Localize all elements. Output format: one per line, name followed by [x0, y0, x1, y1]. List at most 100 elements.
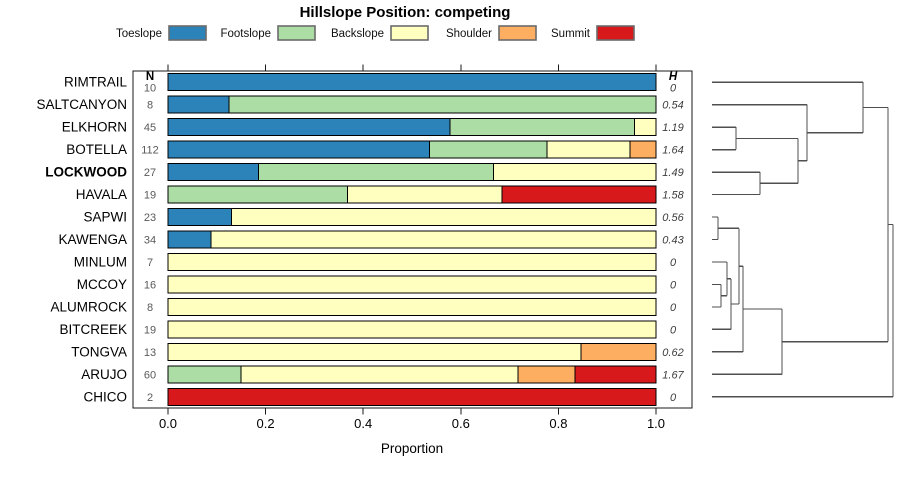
x-tick-label: 0.6: [452, 416, 470, 431]
n-value: 19: [144, 324, 156, 336]
row-label: RIMTRAIL: [64, 75, 127, 90]
h-value: 1.64: [662, 145, 683, 157]
h-value: 0: [670, 392, 677, 404]
n-value: 2: [147, 392, 153, 404]
legend: Toeslope Footslope Backslope Shoulder Su…: [116, 25, 635, 41]
x-tick-label: 0.0: [159, 416, 177, 431]
bar-segment: [257, 163, 494, 182]
bar-segment: [167, 163, 259, 182]
axis-ticks: [167, 64, 657, 415]
row-label: ARUJO: [81, 367, 127, 382]
bar-segment: [629, 140, 657, 159]
row-label: BOTELLA: [66, 142, 127, 157]
legend-label-footslope: Footslope: [220, 28, 271, 40]
bar-segment: [167, 387, 657, 406]
x-axis: 0.0 0.2 0.4 0.6 0.8 1.0 Proportion: [159, 416, 665, 456]
h-value: 0.54: [662, 100, 683, 112]
n-value: 16: [144, 279, 156, 291]
n-column-header: N: [146, 71, 154, 83]
row-label: KAWENGA: [58, 232, 127, 247]
n-value: 60: [144, 369, 156, 381]
n-value: 19: [144, 190, 156, 202]
row-label: CHICO: [84, 389, 128, 404]
legend-label-toeslope: Toeslope: [116, 28, 162, 40]
row-label: ELKHORN: [62, 120, 127, 135]
bar-segment: [546, 140, 631, 159]
x-axis-title: Proportion: [381, 441, 443, 456]
h-value: 0: [670, 257, 677, 269]
legend-swatch-shoulder: [498, 25, 537, 41]
n-value: 8: [147, 100, 153, 112]
bar-segment: [347, 185, 503, 204]
h-value: 1.58: [662, 190, 684, 202]
x-tick-label: 0.4: [354, 416, 372, 431]
bar-segment: [230, 208, 657, 227]
bars: [167, 73, 657, 406]
h-value: 1.49: [662, 167, 683, 179]
legend-swatch-toeslope: [168, 25, 207, 41]
bar-segment: [167, 320, 657, 339]
bar-segment: [167, 208, 232, 227]
row-label: BITCREEK: [59, 322, 127, 337]
legend-swatch-backslope: [390, 25, 429, 41]
row-label: MCCOY: [77, 277, 127, 292]
row-label: LOCKWOOD: [45, 165, 127, 180]
bar-segment: [167, 118, 451, 137]
bar-segment: [492, 163, 657, 182]
n-value: 27: [144, 167, 156, 179]
row-label: SALTCANYON: [36, 97, 127, 112]
n-value: 112: [141, 145, 159, 157]
n-value: 45: [144, 122, 156, 134]
legend-label-backslope: Backslope: [331, 28, 384, 40]
bar-segment: [517, 365, 576, 384]
x-tick-label: 0.2: [257, 416, 275, 431]
legend-label-summit: Summit: [551, 28, 591, 40]
bar-segment: [228, 95, 657, 114]
row-label: TONGVA: [71, 344, 127, 359]
legend-swatch-summit: [596, 25, 635, 41]
chart-title: Hillslope Position: competing: [300, 4, 511, 21]
bar-segment: [167, 275, 657, 294]
n-value: 23: [144, 212, 156, 224]
bar-segment: [167, 342, 582, 361]
n-value: 8: [147, 302, 153, 314]
bar-segment: [449, 118, 636, 137]
h-column-header: H: [669, 71, 678, 83]
h-value: 0: [670, 302, 677, 314]
bar-segment: [167, 73, 657, 92]
row-label: SAPWI: [83, 210, 127, 225]
dendrogram: [712, 81, 894, 398]
x-tick-label: 1.0: [647, 416, 665, 431]
n-value: 34: [144, 235, 156, 247]
bar-segment: [574, 365, 657, 384]
h-value: 0.62: [662, 347, 683, 359]
legend-swatch-footslope: [277, 25, 316, 41]
row-labels: RIMTRAIL 10 0 SALTCANYON 8 0.54 ELKHORN 45 1.19 B…: [36, 75, 684, 405]
bar-segment: [210, 230, 657, 249]
h-value: 0: [670, 324, 677, 336]
bar-segment: [240, 365, 519, 384]
bar-segment: [634, 118, 657, 137]
h-value: 0: [670, 279, 677, 291]
bar-segment: [429, 140, 548, 159]
n-value: 10: [144, 83, 156, 95]
bar-segment: [167, 365, 242, 384]
bar-segment: [167, 95, 230, 114]
bar-segment: [167, 140, 431, 159]
row-label: MINLUM: [74, 254, 127, 269]
bar-segment: [167, 297, 657, 316]
bar-segment: [501, 185, 657, 204]
row-label: HAVALA: [76, 187, 127, 202]
row-label: ALUMROCK: [50, 299, 127, 314]
bar-segment: [167, 185, 349, 204]
h-value: 0: [670, 83, 677, 95]
x-tick-label: 0.8: [549, 416, 567, 431]
h-value: 0.43: [662, 235, 684, 247]
n-value: 13: [144, 347, 156, 359]
bar-segment: [580, 342, 657, 361]
h-value: 1.67: [662, 369, 684, 381]
n-value: 7: [147, 257, 153, 269]
legend-label-shoulder: Shoulder: [446, 28, 492, 40]
